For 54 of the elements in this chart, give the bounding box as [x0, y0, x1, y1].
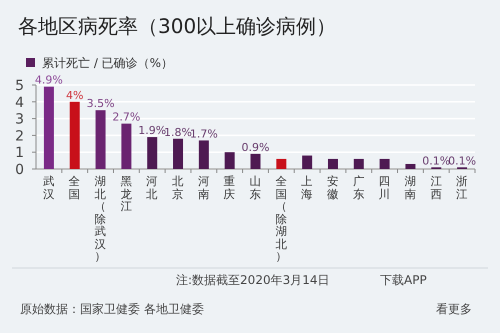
bar [276, 158, 286, 169]
x-tick-label: 全国 [68, 174, 82, 200]
bar [328, 158, 338, 169]
data-label: 1.8% [164, 126, 192, 139]
data-label: 4.9% [34, 74, 63, 87]
bar [44, 86, 54, 169]
x-tick-label: 黑龙江 [120, 174, 133, 213]
x-tick-label: 上海 [300, 174, 314, 200]
data-label: 3.5% [86, 97, 115, 110]
data-label: 1.9% [138, 124, 166, 138]
bar [250, 154, 260, 169]
text: 原始数据：国家卫健委 各地卫健委 [20, 301, 204, 318]
data-label: 2.7% [112, 110, 140, 124]
chart-title: 各地区病死率（300以上确诊病例） [18, 14, 336, 38]
text: 看更多 [436, 301, 472, 318]
y-tick-label: 1 [15, 145, 24, 162]
x-tick-label: 北京 [172, 174, 185, 200]
x-tick-label: 河南 [197, 174, 210, 200]
x-tick-label: 河北 [146, 174, 159, 200]
x-tick-label: 江西 [430, 174, 443, 200]
y-tick-label: 0 [15, 162, 24, 178]
bar [70, 102, 80, 169]
data-label: 0.9% [242, 140, 270, 154]
data-label: 0.1% [422, 154, 450, 168]
legend-label: 累计死亡 / 已确诊（%） [42, 56, 174, 70]
bar [380, 158, 390, 169]
bar [224, 152, 235, 169]
x-tick-label: 浙江 [456, 174, 469, 200]
x-tick-label: 武汉 [42, 174, 56, 200]
bar [147, 137, 158, 169]
text: 下载APP [380, 272, 427, 289]
data-label: 0.1% [448, 154, 476, 168]
x-tick-label: 湖南 [404, 174, 417, 200]
x-tick-label: 山东 [249, 174, 262, 200]
x-tick-label: 安徽 [326, 174, 340, 200]
x-tick-label: 重庆 [223, 174, 236, 200]
bar [302, 156, 312, 169]
y-tick-label: 4 [15, 94, 24, 111]
y-tick-label: 5 [15, 78, 24, 94]
x-tick-label: 全国（除湖北） [274, 174, 288, 263]
data-label: 1.7% [190, 127, 218, 140]
text: 注:数据截至2020年3月14日 [176, 272, 330, 289]
data-label: 4% [66, 88, 84, 102]
bar [96, 110, 106, 169]
bar [173, 138, 184, 169]
bar [354, 158, 364, 169]
y-tick-label: 2 [15, 128, 24, 144]
x-tick-label: 四川 [378, 174, 392, 200]
bar [198, 140, 209, 169]
bar [121, 124, 132, 169]
y-tick-label: 3 [15, 112, 24, 128]
x-tick-label: 湖北（除武汉） [94, 174, 108, 263]
x-tick-label: 广东 [352, 174, 366, 200]
bar [405, 164, 416, 169]
